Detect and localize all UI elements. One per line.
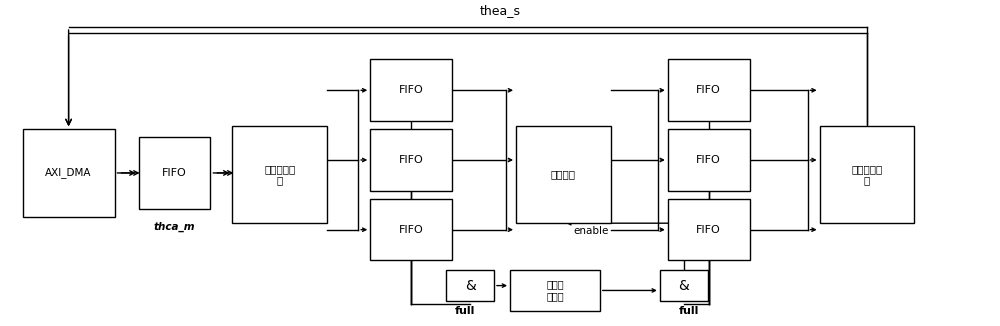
Bar [23,129,115,217]
Text: 串并转换模
块: 串并转换模 块 [264,164,295,185]
Bar [668,199,750,260]
Text: thca_m: thca_m [154,222,195,232]
Text: 算法模块: 算法模块 [551,170,576,180]
Text: FIFO: FIFO [399,225,423,235]
Text: FIFO: FIFO [696,85,721,95]
Bar [370,199,452,260]
Bar [370,59,452,121]
Text: FIFO: FIFO [162,168,187,178]
Bar [232,126,327,223]
Bar [446,270,494,301]
Bar [516,126,611,223]
Bar [139,137,210,209]
Text: FIFO: FIFO [696,225,721,235]
Text: 算法模
块使能: 算法模 块使能 [546,280,564,301]
Bar [820,126,914,223]
Text: AXI_DMA: AXI_DMA [45,168,92,178]
Text: FIFO: FIFO [696,155,721,165]
Bar [660,270,708,301]
Text: 并串转换模
块: 并串转换模 块 [851,164,883,185]
Text: full: full [679,306,699,316]
Bar [510,270,600,311]
Bar [668,129,750,191]
Text: enable: enable [573,227,609,236]
Text: thea_s: thea_s [480,4,520,17]
Text: &: & [465,279,475,293]
Text: FIFO: FIFO [399,85,423,95]
Bar [370,129,452,191]
Bar [668,59,750,121]
Text: &: & [678,279,689,293]
Text: full: full [455,306,475,316]
Text: FIFO: FIFO [399,155,423,165]
